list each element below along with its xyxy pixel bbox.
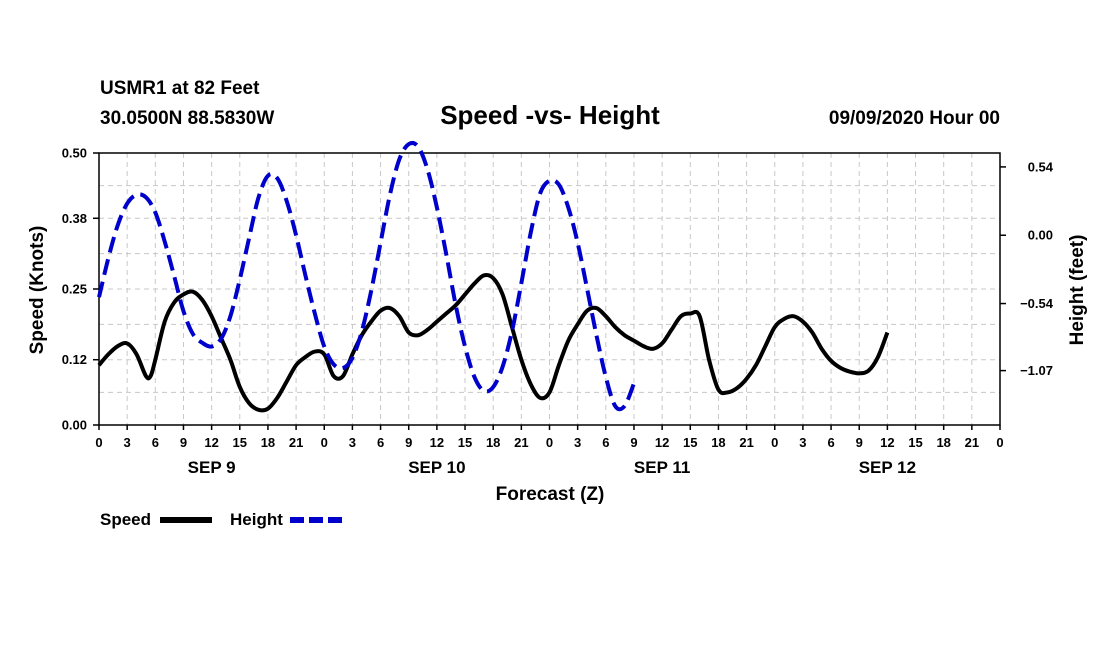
- x-tick-label: 0: [996, 435, 1003, 450]
- series-layer: [97, 140, 890, 413]
- chart-title: Speed -vs- Height: [440, 100, 660, 130]
- x-tick-label: 12: [430, 435, 444, 450]
- x-tick-label: 9: [856, 435, 863, 450]
- series-line-height: [97, 140, 636, 412]
- x-tick-label: 15: [458, 435, 472, 450]
- x-tick-label: 15: [233, 435, 247, 450]
- day-label: SEP 9: [188, 458, 236, 477]
- y-axis-left-label: Speed (Knots): [27, 226, 48, 355]
- x-tick-label: 21: [514, 435, 528, 450]
- x-tick-label: 9: [630, 435, 637, 450]
- x-tick-label: 3: [574, 435, 581, 450]
- x-tick-label: 12: [880, 435, 894, 450]
- axes: 0.00 0.12 0.25 0.38 0.50 0.54 0.00 −0.54 −1.07 0 3…: [62, 146, 1054, 478]
- x-tick-label: 0: [546, 435, 553, 450]
- x-tick-label: 12: [655, 435, 669, 450]
- x-tick-label: 9: [405, 435, 412, 450]
- day-label: SEP 10: [408, 458, 465, 477]
- x-tick-label: 0: [95, 435, 102, 450]
- x-tick-label: 18: [261, 435, 275, 450]
- x-tick-label: 0: [321, 435, 328, 450]
- x-tick-label: 6: [827, 435, 834, 450]
- x-tick-label: 3: [799, 435, 806, 450]
- x-tick-label: 6: [602, 435, 609, 450]
- y-left-tick-label: 0.12: [62, 352, 87, 367]
- y-left-tick-label: 0.50: [62, 146, 87, 161]
- y-left-tick-label: 0.38: [62, 211, 87, 226]
- day-label: SEP 11: [634, 458, 690, 477]
- x-tick-label: 18: [711, 435, 725, 450]
- x-tick-label: 21: [965, 435, 979, 450]
- legend: Speed Height: [100, 510, 342, 529]
- y-left-tick-label: 0.25: [62, 282, 87, 297]
- x-axis-label: Forecast (Z): [496, 484, 605, 505]
- y-axis-right-label: Height (feet): [1067, 235, 1088, 346]
- x-tick-label: 21: [739, 435, 753, 450]
- y-right-tick-label: −0.54: [1020, 296, 1054, 311]
- legend-speed-label: Speed: [100, 510, 151, 529]
- x-tick-label: 3: [124, 435, 131, 450]
- y-right-tick-label: 0.00: [1028, 228, 1053, 243]
- x-tick-label: 0: [771, 435, 778, 450]
- datetime-label: 09/09/2020 Hour 00: [829, 108, 1000, 129]
- x-tick-label: 6: [152, 435, 159, 450]
- coordinates-label: 30.0500N 88.5830W: [100, 108, 274, 129]
- y-right-tick-label: −1.07: [1020, 363, 1053, 378]
- y-left-tick-label: 0.00: [62, 418, 87, 433]
- x-tick-label: 21: [289, 435, 303, 450]
- day-label: SEP 12: [859, 458, 916, 477]
- x-tick-label: 12: [204, 435, 218, 450]
- x-tick-label: 15: [683, 435, 697, 450]
- legend-height-label: Height: [230, 510, 283, 529]
- x-tick-label: 6: [377, 435, 384, 450]
- station-label: USMR1 at 82 Feet: [100, 78, 260, 99]
- x-tick-label: 18: [486, 435, 500, 450]
- x-tick-label: 15: [908, 435, 922, 450]
- x-tick-label: 3: [349, 435, 356, 450]
- x-tick-label: 9: [180, 435, 187, 450]
- grid: [99, 153, 1000, 425]
- y-right-tick-label: 0.54: [1028, 159, 1054, 174]
- x-tick-label: 18: [936, 435, 950, 450]
